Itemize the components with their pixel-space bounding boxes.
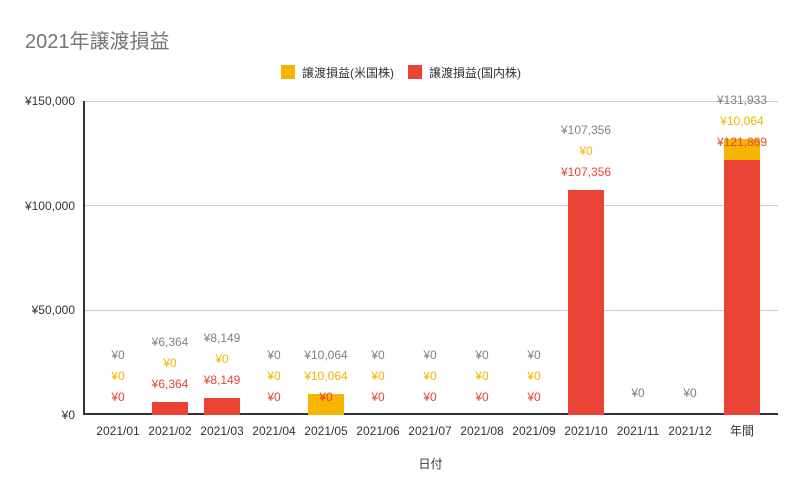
x-tick-label: 2021/11 — [616, 424, 660, 438]
bar-domestic-2021/02[interactable] — [152, 402, 188, 415]
x-axis-title: 日付 — [418, 457, 443, 471]
y-tick-label: ¥50,000 — [31, 303, 75, 318]
bar-domestic-2021/10[interactable] — [568, 190, 604, 415]
annotation-label: ¥0 — [267, 369, 281, 383]
annotation-label: ¥0 — [111, 390, 125, 404]
annotation-label: ¥0 — [371, 348, 385, 362]
annotation-label: ¥0 — [475, 348, 489, 362]
annotation-label: ¥0 — [579, 144, 593, 158]
annotation-label: ¥0 — [527, 348, 541, 362]
x-tick-label: 年間 — [729, 424, 754, 438]
annotation-label: ¥0 — [267, 390, 281, 404]
annotation-label: ¥0 — [111, 369, 125, 383]
annotation-label: ¥6,364 — [151, 335, 189, 349]
annotation-label: ¥121,869 — [716, 135, 768, 149]
y-tick-label: ¥150,000 — [24, 94, 75, 108]
annotation-label: ¥0 — [163, 356, 177, 370]
annotation-label: ¥0 — [371, 369, 385, 383]
x-tick-label: 2021/06 — [356, 424, 400, 438]
annotation-label: ¥0 — [371, 390, 385, 404]
annotation-label: ¥107,356 — [560, 123, 612, 137]
annotation-label: ¥131,933 — [716, 93, 768, 107]
annotation-label: ¥8,149 — [203, 331, 241, 345]
annotation-label: ¥0 — [683, 386, 697, 400]
x-tick-label: 2021/02 — [148, 424, 192, 438]
legend: 譲渡損益(米国株) 譲渡損益(国内株) — [0, 64, 802, 80]
annotation-label: ¥10,064 — [304, 369, 348, 383]
legend-swatch-icon — [281, 65, 295, 79]
gridline — [83, 309, 778, 311]
annotation-label: ¥0 — [423, 348, 437, 362]
annotation-label: ¥0 — [527, 390, 541, 404]
annotation-label: ¥0 — [475, 369, 489, 383]
legend-label: 譲渡損益(米国株) — [302, 65, 394, 80]
annotation-label: ¥0 — [111, 348, 125, 362]
x-tick-label: 2021/08 — [460, 424, 504, 438]
annotation-label: ¥10,064 — [304, 348, 348, 362]
legend-item-domestic[interactable]: 譲渡損益(国内株) — [408, 64, 521, 81]
x-tick-label: 2021/01 — [96, 424, 140, 438]
x-tick-label: 2021/07 — [408, 424, 452, 438]
chart-title: 2021年譲渡損益 — [25, 31, 170, 53]
x-tick-label: 2021/10 — [564, 424, 608, 438]
annotation-label: ¥8,149 — [203, 373, 241, 387]
gridline — [83, 100, 778, 102]
bar-us-年間[interactable] — [724, 139, 760, 160]
y-axis-line — [83, 101, 85, 415]
x-tick-label: 2021/04 — [252, 424, 296, 438]
y-tick-label: ¥0 — [61, 408, 75, 422]
legend-label: 譲渡損益(国内株) — [429, 65, 521, 80]
annotation-label: ¥107,356 — [560, 165, 612, 179]
y-tick-label: ¥100,000 — [24, 198, 75, 213]
annotation-label: ¥0 — [423, 369, 437, 383]
annotation-label: ¥0 — [319, 390, 333, 404]
bar-domestic-年間[interactable] — [724, 160, 760, 415]
annotation-label: ¥0 — [527, 369, 541, 383]
x-tick-label: 2021/09 — [512, 424, 556, 438]
legend-swatch-icon — [408, 65, 422, 79]
annotation-label: ¥0 — [475, 390, 489, 404]
bar-domestic-2021/03[interactable] — [204, 398, 240, 415]
annotation-label: ¥6,364 — [151, 377, 189, 391]
annotation-label: ¥0 — [631, 386, 645, 400]
bar-us-2021/05[interactable] — [308, 394, 344, 415]
x-axis-line — [83, 413, 778, 415]
annotation-label: ¥0 — [267, 348, 281, 362]
x-tick-label: 2021/03 — [200, 424, 244, 438]
annotation-label: ¥0 — [215, 352, 229, 366]
annotation-label: ¥10,064 — [720, 114, 764, 128]
legend-item-us[interactable]: 譲渡損益(米国株) — [281, 64, 394, 81]
annotation-label: ¥0 — [423, 390, 437, 404]
gridline — [83, 205, 778, 207]
x-tick-label: 2021/12 — [668, 424, 712, 438]
x-tick-label: 2021/05 — [304, 424, 348, 438]
